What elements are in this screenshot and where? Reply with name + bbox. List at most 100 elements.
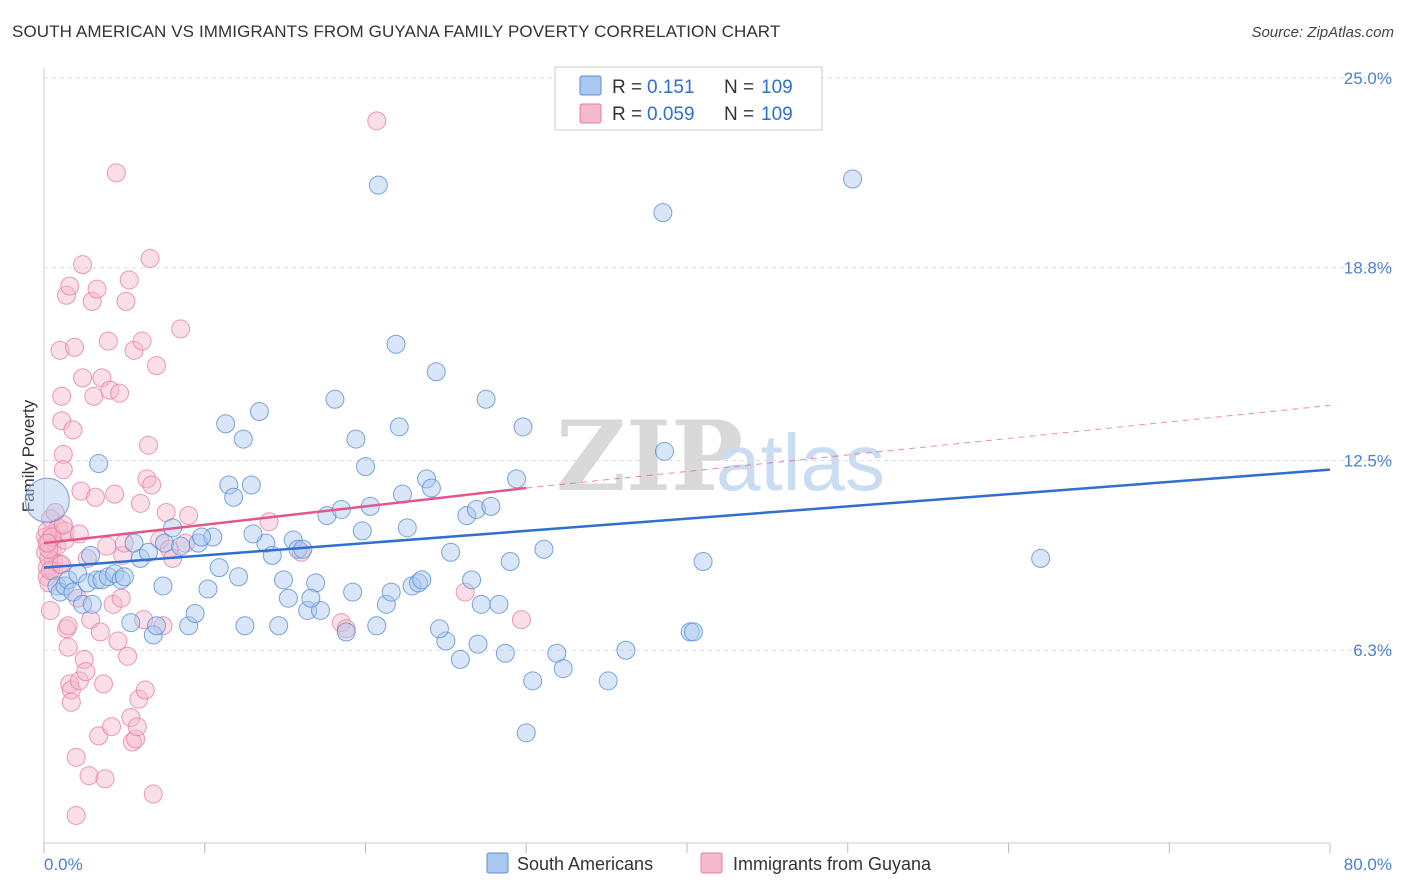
south-american-point bbox=[367, 616, 387, 636]
y-tick-label: 25.0% bbox=[1344, 69, 1392, 88]
guyana-point bbox=[71, 481, 91, 501]
south-american-point bbox=[426, 362, 446, 382]
south-american-point bbox=[325, 389, 345, 409]
guyana-point bbox=[111, 588, 131, 608]
guyana-point bbox=[60, 276, 80, 296]
guyana-point bbox=[367, 111, 387, 131]
south-american-point bbox=[269, 616, 289, 636]
guyana-point bbox=[52, 386, 72, 406]
south-american-point bbox=[381, 582, 401, 602]
south-american-point bbox=[235, 616, 255, 636]
x-tick-label-max: 80.0% bbox=[1344, 855, 1392, 874]
south-american-point bbox=[256, 533, 276, 553]
south-american-point bbox=[683, 622, 703, 642]
bottom-legend-label-guyana: Immigrants from Guyana bbox=[733, 854, 932, 874]
south-american-point bbox=[216, 414, 236, 434]
south-american-point bbox=[185, 604, 205, 623]
guyana-point bbox=[140, 249, 160, 269]
south-american-point bbox=[489, 594, 509, 614]
south-american-point bbox=[534, 539, 554, 559]
trendline-guyana bbox=[43, 486, 527, 545]
guyana-point bbox=[122, 732, 142, 752]
y-axis-title: Family Poverty bbox=[19, 399, 38, 512]
south-american-point bbox=[436, 631, 456, 651]
legend-r-value-2: 0.059 bbox=[647, 104, 695, 125]
legend-r-label-2: R = bbox=[612, 104, 642, 125]
south-american-point bbox=[495, 643, 515, 663]
y-tick-label: 18.8% bbox=[1344, 259, 1392, 278]
guyana-point bbox=[132, 331, 152, 351]
south-american-point bbox=[192, 527, 212, 547]
guyana-point bbox=[129, 689, 149, 709]
south-american-point bbox=[188, 533, 208, 553]
legend-n-label-2: N = bbox=[724, 104, 754, 125]
south-american-point bbox=[523, 671, 543, 691]
south-american-point bbox=[171, 536, 191, 556]
guyana-point bbox=[127, 717, 147, 737]
guyana-point bbox=[511, 610, 531, 630]
south-american-point bbox=[616, 640, 636, 660]
south-american-point bbox=[1031, 548, 1051, 568]
guyana-point bbox=[40, 600, 60, 620]
south-american-point bbox=[82, 594, 102, 614]
south-american-point bbox=[87, 570, 107, 590]
south-american-point bbox=[301, 588, 321, 608]
south-american-point bbox=[219, 475, 239, 495]
guyana-point bbox=[87, 279, 107, 299]
south-american-point bbox=[457, 506, 477, 526]
guyana-point bbox=[126, 729, 146, 749]
south-american-point bbox=[179, 616, 199, 636]
guyana-point bbox=[76, 662, 96, 682]
south-american-point bbox=[352, 521, 372, 541]
y-tick-labels: 6.3% 12.5% 18.8% 25.0% bbox=[1344, 69, 1392, 660]
guyana-point bbox=[58, 637, 78, 657]
guyana-point bbox=[142, 475, 162, 495]
south-american-point bbox=[147, 616, 167, 636]
guyana-point bbox=[105, 484, 125, 504]
south-american-point bbox=[462, 570, 482, 590]
south-american-point bbox=[241, 475, 261, 495]
legend-n-value-1: 109 bbox=[761, 77, 793, 98]
south-american-point bbox=[389, 417, 409, 437]
south-american-point bbox=[471, 594, 491, 614]
south-american-point bbox=[24, 477, 70, 523]
south-american-point bbox=[81, 545, 101, 565]
south-american-point bbox=[278, 588, 298, 608]
guyana-point bbox=[116, 291, 136, 311]
y-tick-label: 6.3% bbox=[1353, 641, 1392, 660]
guyana-point bbox=[73, 255, 93, 275]
south-american-point bbox=[155, 533, 175, 553]
guyana-point bbox=[259, 512, 279, 532]
south-american-point bbox=[513, 417, 533, 437]
guyana-point bbox=[50, 340, 70, 360]
south-american-point bbox=[476, 389, 496, 409]
guyana-point bbox=[118, 646, 138, 666]
guyana-point bbox=[121, 708, 141, 728]
y-tick-label: 12.5% bbox=[1344, 452, 1392, 471]
guyana-point bbox=[79, 766, 99, 786]
guyana-point bbox=[65, 337, 85, 357]
series-south-americans bbox=[24, 169, 1051, 743]
south-american-point bbox=[598, 671, 618, 691]
guyana-point bbox=[89, 726, 109, 746]
south-american-point bbox=[198, 579, 218, 599]
south-american-point bbox=[653, 203, 673, 223]
south-american-point bbox=[89, 454, 109, 474]
south-american-point bbox=[412, 570, 432, 590]
series-legend: South Americans Immigrants from Guyana bbox=[486, 852, 932, 874]
guyana-point bbox=[90, 622, 110, 642]
guyana-point bbox=[135, 680, 155, 700]
legend-swatch-blue bbox=[579, 75, 602, 96]
south-american-point bbox=[368, 175, 388, 195]
correlation-legend: R = 0.151 N = 109 R = 0.059 N = 109 bbox=[554, 66, 823, 131]
south-american-point bbox=[346, 429, 366, 449]
south-american-point bbox=[58, 570, 78, 590]
trendline-guyana-extension bbox=[526, 404, 1331, 489]
guyana-point bbox=[138, 435, 158, 455]
south-american-point bbox=[468, 634, 488, 654]
south-american-point bbox=[441, 542, 461, 562]
south-american-point bbox=[397, 518, 417, 538]
south-american-point bbox=[429, 619, 449, 639]
x-tick-label-min: 0.0% bbox=[44, 855, 83, 874]
